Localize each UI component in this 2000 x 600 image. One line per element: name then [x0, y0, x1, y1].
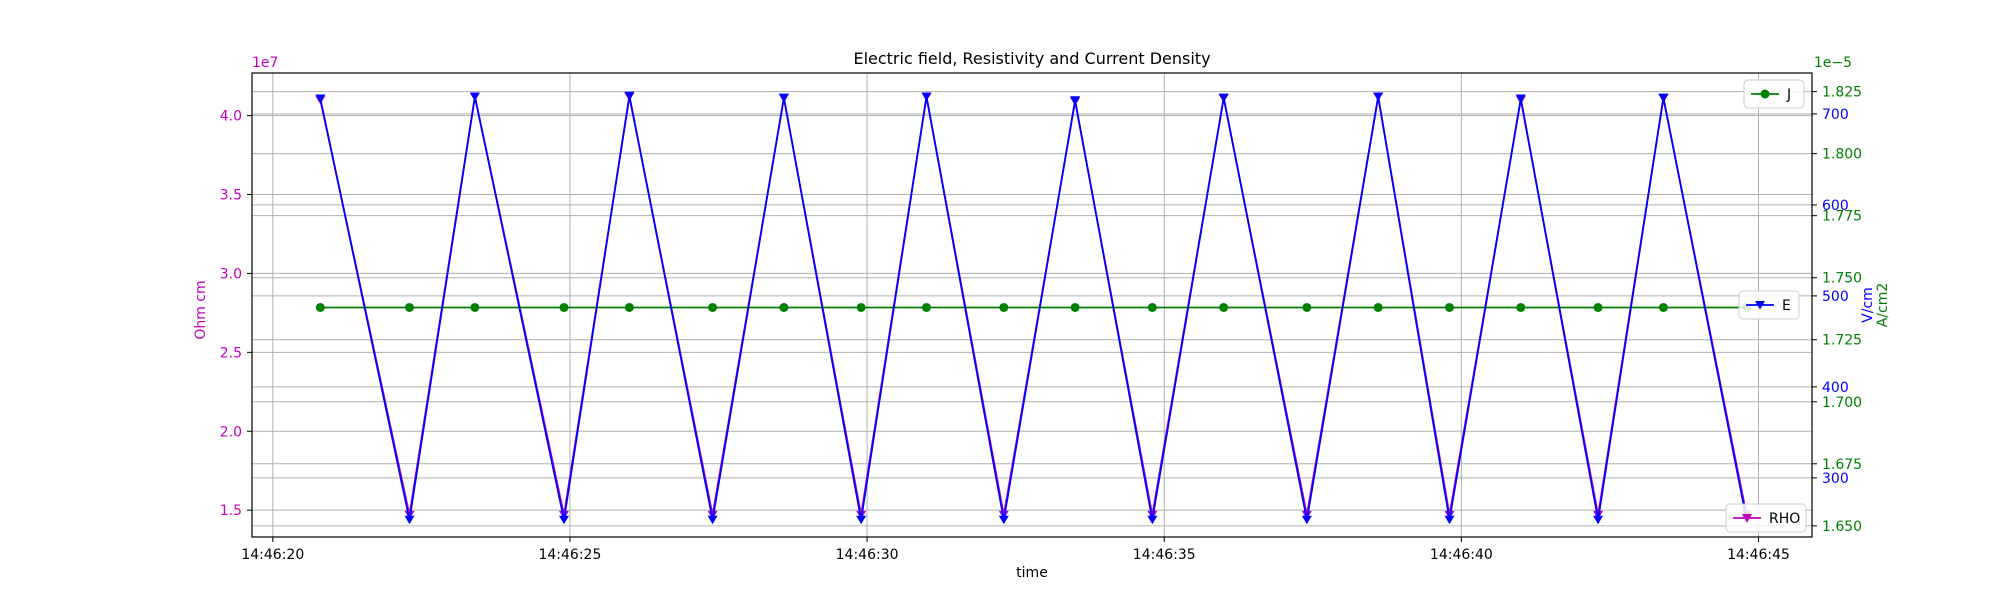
rho-tick-label: 1.5 — [220, 503, 242, 519]
rho-tick-label: 3.5 — [220, 188, 242, 204]
e-legend-label: E — [1782, 298, 1791, 314]
e-data-point — [1658, 93, 1669, 103]
e-data-point — [559, 515, 569, 525]
axes-layer: 14:46:20 14:46:25 14:46:30 14:46:35 14:46:40… — [220, 85, 1862, 563]
chart-title: Electric field, Resistivity and Current … — [853, 49, 1210, 68]
x-tick-label: 14:46:25 — [538, 547, 601, 563]
e-data-point — [1515, 94, 1526, 103]
j-axis-label: A/cm2 — [1875, 283, 1891, 328]
j-tick-label: 1.675 — [1822, 457, 1862, 473]
e-data-point — [707, 515, 718, 525]
e-data-point — [1070, 96, 1081, 105]
e-series-line — [319, 95, 1748, 520]
j-data-point — [1444, 302, 1454, 312]
j-tick-label: 1.700 — [1822, 395, 1862, 411]
j-data-point — [559, 302, 569, 312]
rho-tick-label: 2.5 — [220, 345, 242, 361]
rho-tick-label: 2.0 — [220, 424, 242, 440]
x-axis-label: time — [1016, 565, 1048, 581]
x-tick-label: 14:46:20 — [241, 547, 304, 563]
j-tick-label: 1.825 — [1822, 85, 1862, 101]
e-data-point — [1593, 515, 1604, 525]
e-data-point — [1373, 92, 1384, 102]
e-data-point — [1218, 93, 1229, 103]
rho-tick-label: 4.0 — [220, 109, 242, 125]
j-tick-label: 1.750 — [1822, 271, 1862, 287]
rho-tick-label: 3.0 — [220, 266, 242, 282]
e-tick-label: 700 — [1822, 107, 1849, 123]
x-tick-label: 14:46:35 — [1133, 547, 1196, 563]
e-legend-marker — [1755, 301, 1765, 310]
j-legend-marker — [1760, 89, 1770, 99]
j-data-point — [1302, 302, 1312, 312]
rho-legend-label: RHO — [1769, 511, 1800, 527]
e-data-point — [624, 91, 635, 101]
j-data-point — [624, 302, 634, 312]
e-data-point — [1444, 515, 1455, 525]
j-data-point — [404, 302, 414, 312]
e-tick-label: 600 — [1822, 198, 1849, 214]
j-legend-label: J — [1786, 87, 1791, 103]
j-data-point — [1593, 302, 1603, 312]
j-data-point — [470, 302, 480, 312]
rho-legend-box — [1725, 503, 1807, 533]
j-data-point — [1516, 302, 1526, 312]
rho-legend: RHO — [1725, 503, 1807, 533]
j-data-point — [1373, 302, 1383, 312]
j-data-point — [856, 302, 866, 312]
rho-axis-label: Ohm cm — [193, 280, 209, 339]
plot-frame — [251, 72, 1813, 538]
j-data-point — [1658, 302, 1668, 312]
j-data-point — [315, 302, 325, 312]
e-data-point — [856, 515, 867, 525]
j-data-point — [708, 302, 718, 312]
j-data-point — [1219, 302, 1229, 312]
rho-legend-marker — [1742, 514, 1752, 523]
rho-axis-offset-label: 1e7 — [252, 55, 278, 71]
j-tick-label: 1.775 — [1822, 209, 1862, 225]
series-layer — [315, 91, 1752, 525]
x-tick-label: 14:46:45 — [1727, 547, 1790, 563]
e-legend: E — [1738, 290, 1800, 320]
e-axis-label: V/cm — [1860, 287, 1876, 323]
e-data-point — [921, 92, 932, 102]
e-data-point — [998, 515, 1009, 525]
j-legend: J — [1743, 79, 1805, 109]
j-data-point — [779, 302, 789, 312]
e-data-point — [404, 515, 415, 525]
e-tick-label: 500 — [1822, 289, 1849, 305]
j-axis-offset-label: 1e−5 — [1814, 55, 1852, 71]
x-tick-label: 14:46:40 — [1430, 547, 1493, 563]
e-data-point — [1301, 515, 1312, 525]
e-data-point — [778, 93, 789, 103]
x-tick-label: 14:46:30 — [836, 547, 899, 563]
j-tick-label: 1.725 — [1822, 333, 1862, 349]
j-data-point — [1070, 302, 1080, 312]
grid-lines — [252, 73, 1812, 537]
e-tick-label: 400 — [1822, 380, 1849, 396]
e-data-point — [469, 92, 480, 102]
e-tick-label: 300 — [1822, 471, 1849, 487]
e-data-point — [315, 94, 326, 103]
j-data-point — [999, 302, 1009, 312]
legend-layer: J E RHO — [1725, 79, 1807, 533]
j-data-point — [1147, 302, 1157, 312]
e-data-point — [1147, 515, 1158, 525]
j-data-point — [922, 302, 932, 312]
j-tick-label: 1.800 — [1822, 147, 1862, 163]
j-tick-label: 1.650 — [1822, 519, 1862, 535]
